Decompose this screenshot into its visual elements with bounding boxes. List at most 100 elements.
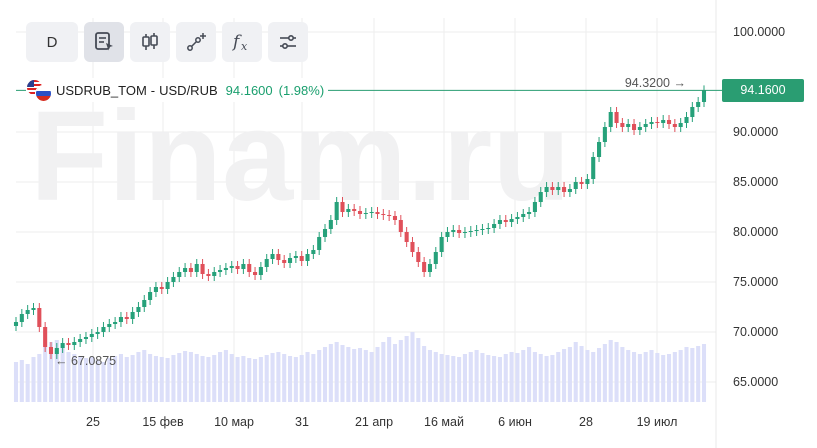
volume-bar <box>328 344 333 402</box>
candle <box>346 204 351 217</box>
candle-body <box>276 254 281 260</box>
x-tick-label: 15 фев <box>142 415 184 429</box>
volume-bar <box>550 355 555 402</box>
volume-bar <box>666 354 672 402</box>
candle <box>375 207 380 219</box>
volume-bar <box>206 357 211 402</box>
candle <box>130 307 135 324</box>
instrument-symbol[interactable]: USDRUB_TOM <box>56 82 147 98</box>
candle-body <box>19 314 24 322</box>
candle-body <box>422 262 427 272</box>
candle-body <box>171 277 176 282</box>
volume-bar <box>183 351 188 402</box>
candle <box>153 282 158 297</box>
candle <box>614 107 619 128</box>
candle <box>433 247 438 269</box>
legend-separator: - <box>150 82 156 98</box>
candle <box>439 232 444 257</box>
candle-body <box>241 264 246 269</box>
candle-body <box>101 327 106 332</box>
volume-bar <box>433 352 438 402</box>
volume-bar <box>159 357 164 402</box>
volume-bar <box>678 350 683 402</box>
candle <box>550 182 555 195</box>
candle-body <box>480 229 485 230</box>
volume-bar <box>48 342 54 402</box>
volume-bar <box>165 358 170 402</box>
volume-bar <box>585 350 590 402</box>
candle <box>427 259 433 277</box>
candle <box>48 342 54 359</box>
volume-bar <box>287 356 293 402</box>
volume-bar <box>392 344 398 402</box>
candle <box>602 122 607 147</box>
drawing-tools-button[interactable] <box>176 22 216 62</box>
candle-body <box>445 232 450 237</box>
candle-body <box>538 192 543 202</box>
volume-bar <box>334 342 339 402</box>
candle-body <box>387 215 392 216</box>
template-button[interactable] <box>84 22 124 62</box>
candle-body <box>183 268 188 272</box>
low-annotation: ← 67.0875 <box>55 354 116 368</box>
candle-body <box>457 230 462 233</box>
candle <box>620 118 625 132</box>
candle-body <box>299 256 304 261</box>
candle <box>142 295 147 312</box>
candle <box>608 107 613 132</box>
candle <box>585 174 590 189</box>
candle <box>235 261 240 274</box>
volume-bar <box>78 356 83 402</box>
candle-body <box>492 224 497 228</box>
candle-body <box>95 332 100 334</box>
candle <box>567 184 572 197</box>
volume-bar <box>101 362 106 402</box>
volume-bar <box>381 342 386 402</box>
period-button[interactable]: D <box>26 22 78 62</box>
candle-body <box>72 342 77 345</box>
candle-body <box>392 216 398 220</box>
candle-body <box>78 339 83 342</box>
volume-bar <box>253 359 258 402</box>
candle-body <box>352 209 357 211</box>
candle <box>43 322 48 352</box>
candle <box>556 182 561 195</box>
volume-bar <box>66 352 71 402</box>
candle-body <box>66 343 71 345</box>
currency-flags <box>26 79 52 102</box>
volume-bar <box>25 364 30 402</box>
volume-bar <box>317 350 322 402</box>
volume-bar <box>241 356 246 402</box>
volume-bar <box>567 347 572 402</box>
volume-bar <box>573 342 578 402</box>
candle-body <box>497 220 502 224</box>
volume-bar <box>532 352 537 402</box>
candle <box>626 119 631 132</box>
candle <box>474 225 479 236</box>
volume-bar <box>637 354 642 402</box>
volume-bar <box>13 362 19 402</box>
last-price: 94.1600 <box>225 82 273 98</box>
candle <box>124 312 129 324</box>
candle <box>270 249 275 264</box>
chart-type-button[interactable] <box>130 22 170 62</box>
volume-bar <box>427 350 433 402</box>
volume-bar <box>363 350 368 402</box>
candle-body <box>427 264 433 272</box>
settings-button[interactable] <box>268 22 308 62</box>
y-tick-label: 90.0000 <box>733 125 778 139</box>
candle <box>521 209 526 222</box>
candle <box>392 211 398 225</box>
candle-body <box>31 308 36 310</box>
candle <box>655 117 660 128</box>
candle-body <box>328 220 333 229</box>
volume-bar <box>305 352 310 402</box>
candle-body <box>661 120 666 123</box>
candle <box>643 119 648 132</box>
volume-bar <box>527 347 532 402</box>
candle <box>457 225 462 238</box>
volume-bar <box>113 356 118 402</box>
volume-bar <box>649 350 654 402</box>
